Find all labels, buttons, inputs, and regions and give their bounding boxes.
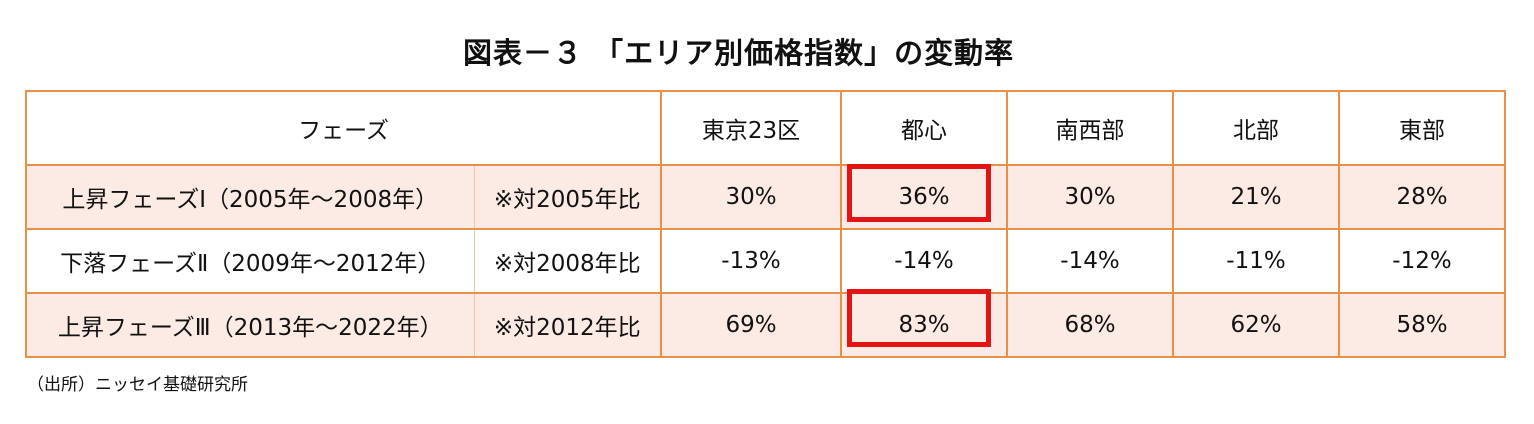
phase-label: 上昇フェーズⅠ（2005年～2008年） bbox=[25, 164, 475, 230]
header-area: 都心 bbox=[840, 90, 1009, 166]
table-row: 上昇フェーズⅠ（2005年～2008年） ※対2005年比 30% 36% 30… bbox=[25, 164, 1507, 230]
value-cell: -14% bbox=[1006, 228, 1175, 294]
table-row: 上昇フェーズⅢ（2013年～2022年） ※対2012年比 69% 83% 68… bbox=[25, 292, 1507, 358]
basis-label: ※対2008年比 bbox=[473, 228, 663, 294]
highlight-box-toshin-phase1 bbox=[847, 164, 991, 222]
header-area: 東京23区 bbox=[660, 90, 843, 166]
header-area: 東部 bbox=[1338, 90, 1507, 166]
phase-label: 下落フェーズⅡ（2009年～2012年） bbox=[25, 228, 475, 294]
value-cell: 68% bbox=[1006, 292, 1175, 358]
value-cell: 69% bbox=[660, 292, 843, 358]
basis-label: ※対2005年比 bbox=[473, 164, 663, 230]
value-cell: 62% bbox=[1172, 292, 1341, 358]
value-cell: 28% bbox=[1338, 164, 1507, 230]
phase-label: 上昇フェーズⅢ（2013年～2022年） bbox=[25, 292, 475, 358]
change-rate-table: フェーズ 東京23区 都心 南西部 北部 東部 上昇フェーズⅠ（2005年～20… bbox=[24, 90, 1507, 358]
value-cell: -11% bbox=[1172, 228, 1341, 294]
value-cell: 30% bbox=[1006, 164, 1175, 230]
value-cell: -12% bbox=[1338, 228, 1507, 294]
source-note: （出所）ニッセイ基礎研究所 bbox=[27, 375, 248, 395]
value-cell: 58% bbox=[1338, 292, 1507, 358]
table-row: 下落フェーズⅡ（2009年～2012年） ※対2008年比 -13% -14% … bbox=[25, 228, 1507, 294]
highlight-box-toshin-phase3 bbox=[847, 289, 991, 347]
basis-label: ※対2012年比 bbox=[473, 292, 663, 358]
figure-title: 図表－３ 「エリア別価格指数」の変動率 bbox=[463, 36, 1015, 70]
value-cell: -14% bbox=[840, 228, 1009, 294]
header-area: 北部 bbox=[1172, 90, 1341, 166]
value-cell: 21% bbox=[1172, 164, 1341, 230]
header-area: 南西部 bbox=[1006, 90, 1175, 166]
value-cell: -13% bbox=[660, 228, 843, 294]
value-cell: 30% bbox=[660, 164, 843, 230]
header-phase: フェーズ bbox=[24, 90, 663, 166]
table-header-row: フェーズ 東京23区 都心 南西部 北部 東部 bbox=[24, 90, 1507, 166]
